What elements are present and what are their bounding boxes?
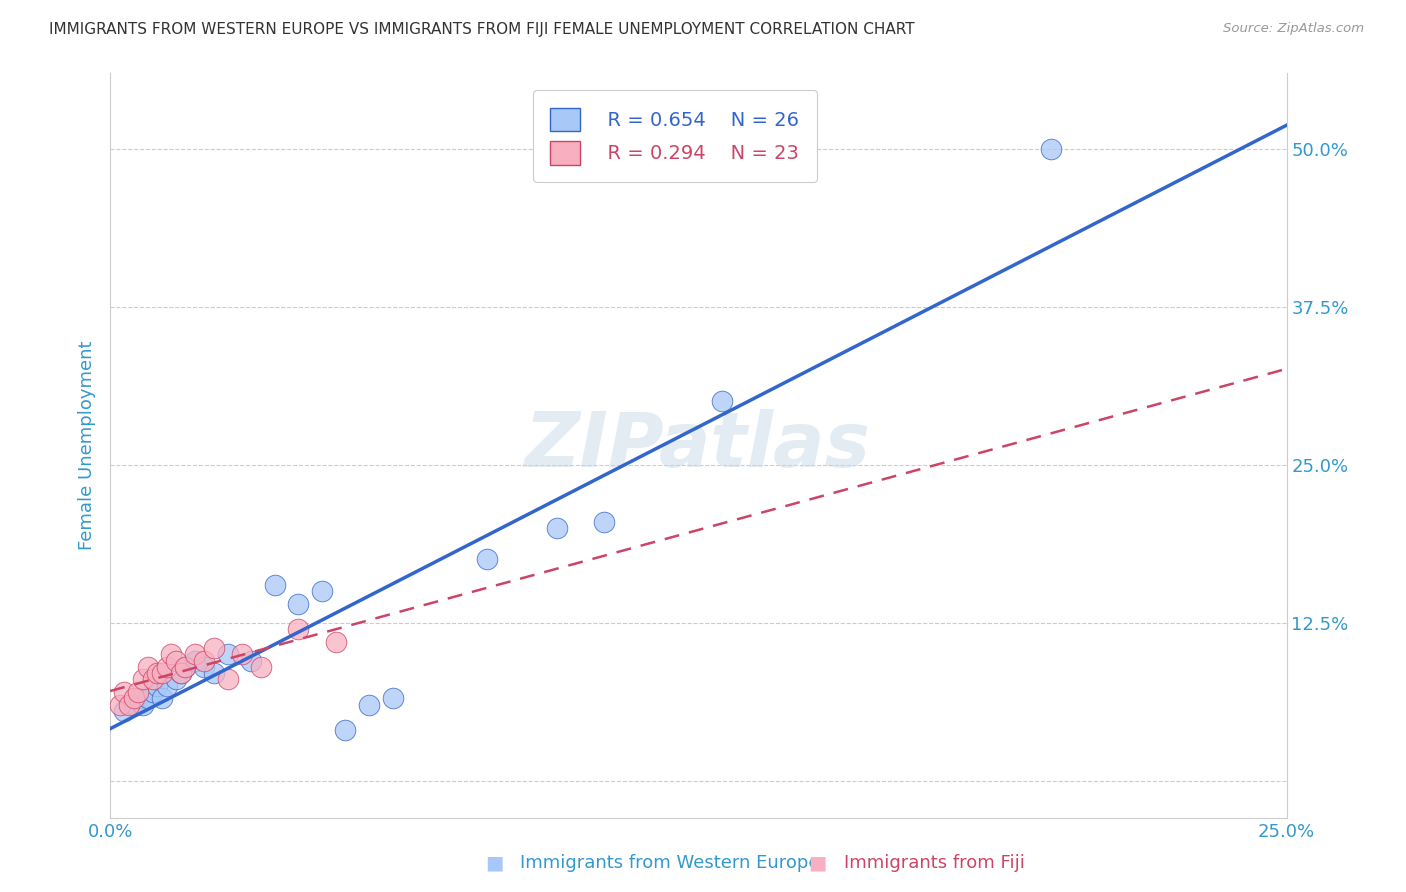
- Point: [141, 685, 163, 699]
- Point: [546, 521, 568, 535]
- Point: [193, 653, 215, 667]
- Point: [593, 515, 616, 529]
- Text: ■: ■: [485, 854, 503, 872]
- Point: [475, 552, 498, 566]
- Point: [165, 653, 187, 667]
- Point: [325, 634, 347, 648]
- Point: [150, 691, 173, 706]
- Point: [217, 673, 239, 687]
- Point: [132, 673, 155, 687]
- Point: [122, 698, 145, 712]
- Text: Source: ZipAtlas.com: Source: ZipAtlas.com: [1223, 22, 1364, 36]
- Point: [710, 394, 733, 409]
- Text: Immigrants from Fiji: Immigrants from Fiji: [844, 855, 1025, 872]
- Point: [132, 698, 155, 712]
- Legend:   R = 0.654    N = 26,   R = 0.294    N = 23: R = 0.654 N = 26, R = 0.294 N = 23: [533, 90, 817, 182]
- Point: [127, 685, 149, 699]
- Point: [174, 660, 197, 674]
- Point: [136, 660, 159, 674]
- Point: [231, 647, 253, 661]
- Point: [193, 660, 215, 674]
- Point: [122, 691, 145, 706]
- Text: ZIPatlas: ZIPatlas: [526, 409, 872, 483]
- Point: [160, 647, 183, 661]
- Point: [156, 660, 179, 674]
- Point: [118, 698, 141, 712]
- Point: [136, 691, 159, 706]
- Point: [287, 597, 309, 611]
- Point: [170, 666, 193, 681]
- Y-axis label: Female Unemployment: Female Unemployment: [79, 341, 96, 550]
- Text: IMMIGRANTS FROM WESTERN EUROPE VS IMMIGRANTS FROM FIJI FEMALE UNEMPLOYMENT CORRE: IMMIGRANTS FROM WESTERN EUROPE VS IMMIGR…: [49, 22, 915, 37]
- Point: [146, 679, 169, 693]
- Point: [150, 666, 173, 681]
- Point: [165, 673, 187, 687]
- Point: [357, 698, 380, 712]
- Point: [1040, 142, 1063, 156]
- Point: [146, 666, 169, 681]
- Point: [311, 584, 333, 599]
- Point: [381, 691, 404, 706]
- Point: [141, 673, 163, 687]
- Point: [112, 685, 135, 699]
- Point: [108, 698, 131, 712]
- Point: [202, 666, 225, 681]
- Point: [217, 647, 239, 661]
- Point: [156, 679, 179, 693]
- Point: [249, 660, 271, 674]
- Point: [335, 723, 357, 737]
- Point: [287, 622, 309, 636]
- Point: [202, 640, 225, 655]
- Point: [263, 578, 285, 592]
- Text: Immigrants from Western Europe: Immigrants from Western Europe: [520, 855, 820, 872]
- Point: [112, 704, 135, 718]
- Point: [127, 691, 149, 706]
- Point: [240, 653, 263, 667]
- Point: [174, 660, 197, 674]
- Text: ■: ■: [808, 854, 827, 872]
- Point: [184, 647, 207, 661]
- Point: [170, 666, 193, 681]
- Point: [184, 653, 207, 667]
